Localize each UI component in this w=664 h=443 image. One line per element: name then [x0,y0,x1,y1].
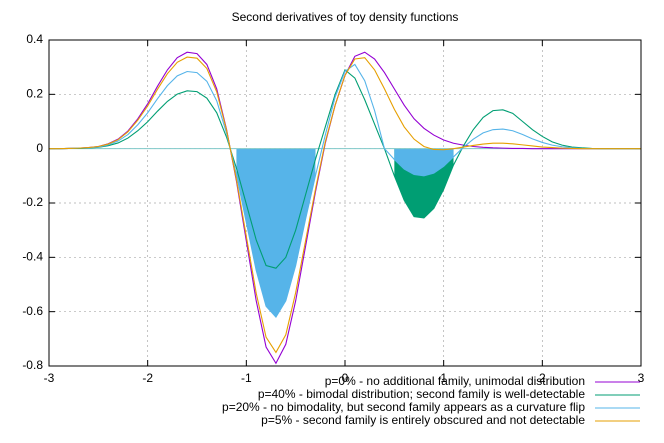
x-tick-label: 1 [440,371,447,385]
y-tick-label: -0.4 [22,250,43,264]
y-tick-label: 0 [36,141,43,155]
x-tick-label: -3 [44,371,55,385]
legend-label: p=5% - second family is entirely obscure… [261,413,585,427]
series-line [49,63,641,319]
legend-label: p=0% - no additional family, unimodal di… [325,374,585,388]
x-tick-label: 2 [539,371,546,385]
y-tick-label: -0.8 [22,358,43,372]
plot-frame [48,39,642,367]
series-line [49,56,641,354]
x-tick-label: -2 [142,371,153,385]
x-tick-label: 3 [638,371,645,385]
x-tick-label: -1 [241,371,252,385]
chart-title: Second derivatives of toy density functi… [232,10,459,24]
legend-label: p=20% - no bimodality, but second family… [222,400,585,414]
series-line [49,68,641,269]
legend-label: p=40% - bimodal distribution; second fam… [258,387,585,401]
negative-area [394,148,454,176]
x-tick-label: 0 [342,371,349,385]
y-tick-label: -0.6 [22,304,43,318]
y-tick-label: -0.2 [22,195,43,209]
y-tick-label: 0.4 [26,32,43,46]
y-tick-label: 0.2 [26,87,43,101]
negative-area [236,148,316,318]
